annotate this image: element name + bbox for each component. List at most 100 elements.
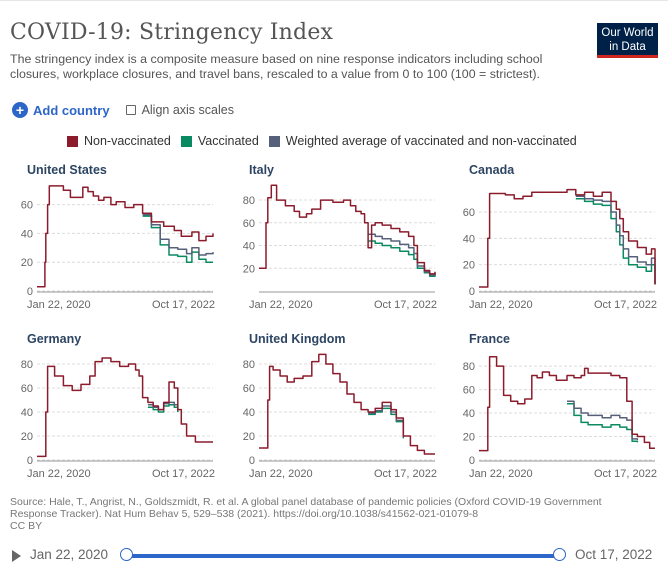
add-country-button[interactable]: + Add country [12, 102, 110, 118]
logo-line2: in Data [609, 41, 646, 53]
x-tick-label: Jan 22, 2020 [249, 299, 313, 311]
y-tick-label: 20 [463, 260, 475, 272]
y-tick-label: 40 [21, 228, 33, 240]
logo-line1: Our World [601, 27, 654, 39]
chart-title: COVID-19: Stringency Index [10, 20, 334, 45]
legend-label: Vaccinated [197, 134, 259, 148]
add-country-label: Add country [33, 102, 110, 118]
align-axis-label: Align axis scales [141, 103, 234, 117]
chart-subtitle: The stringency index is a composite meas… [10, 52, 543, 81]
x-tick-label: Jan 22, 2020 [27, 299, 91, 311]
chart-panel[interactable]: 0 20 40 60 Jan 22, 2020 Oct 17, 2022 [10, 163, 216, 311]
y-tick-label: 0 [469, 455, 475, 467]
legend-item-vaccinated[interactable]: Vaccinated [180, 134, 259, 148]
source-note: Source: Hale, T., Angrist, N., Goldszmid… [10, 496, 650, 532]
y-tick-label: 20 [463, 432, 475, 444]
series-line-non-vaccinated[interactable] [259, 184, 436, 275]
y-tick-label: 80 [243, 195, 255, 207]
legend-item-weighted-average[interactable]: Weighted average of vaccinated and non-v… [268, 134, 577, 148]
play-icon[interactable] [12, 550, 21, 562]
legend-label: Non-vaccinated [84, 134, 171, 148]
owid-logo[interactable]: Our World in Data [597, 23, 658, 58]
panel-title: Italy [249, 163, 275, 177]
y-tick-label: 0 [27, 286, 33, 298]
chart-panel[interactable]: 0 20 40 60 80 Jan 22, 2020 Oct 17, 2022 [232, 332, 438, 480]
legend-swatch [268, 135, 280, 147]
x-tick-label: Oct 17, 2022 [152, 299, 215, 311]
timeline: Jan 22, 2020 Oct 17, 2022 [0, 540, 668, 570]
y-tick-label: 60 [463, 207, 475, 219]
plus-icon: + [12, 102, 28, 118]
series-line-vaccinated[interactable] [368, 240, 436, 277]
y-tick-label: 20 [243, 431, 255, 443]
y-tick-label: 60 [463, 385, 475, 397]
y-tick-label: 40 [21, 407, 33, 419]
x-tick-label: Oct 17, 2022 [594, 468, 657, 480]
logo-bar [597, 55, 658, 58]
y-tick-label: 20 [21, 431, 33, 443]
panel-title: United States [27, 163, 107, 177]
x-tick-label: Oct 17, 2022 [374, 299, 437, 311]
y-tick-label: 60 [243, 218, 255, 230]
series-line-weighted-average[interactable] [575, 195, 656, 285]
timeline-end-label: Oct 17, 2022 [575, 547, 653, 562]
chart-controls: + Add country Align axis scales [12, 101, 234, 119]
series-line-vaccinated[interactable] [147, 404, 179, 413]
panel-title: United Kingdom [249, 332, 346, 346]
series-line-non-vaccinated[interactable] [479, 355, 655, 452]
x-tick-label: Oct 17, 2022 [594, 299, 657, 311]
y-tick-label: 80 [463, 361, 475, 373]
y-tick-label: 20 [243, 263, 255, 275]
series-line-vaccinated[interactable] [567, 402, 639, 443]
x-tick-label: Jan 22, 2020 [249, 468, 313, 480]
chart-panel[interactable]: 0 20 40 60 80 Jan 22, 2020 Oct 17, 2022 [452, 332, 658, 480]
license-text: CC BY [10, 520, 43, 532]
series-line-non-vaccinated[interactable] [37, 185, 214, 288]
x-tick-label: Jan 22, 2020 [469, 299, 533, 311]
y-tick-label: 60 [243, 383, 255, 395]
series-line-weighted-average[interactable] [368, 233, 436, 276]
y-tick-label: 0 [249, 455, 255, 467]
chart-panel[interactable]: 0 20 40 60 80 Jan 22, 2020 Oct 17, 2022 [10, 332, 216, 480]
align-axis-checkbox[interactable]: Align axis scales [125, 103, 234, 117]
legend-item-non-vaccinated[interactable]: Non-vaccinated [67, 134, 171, 148]
y-tick-label: 0 [27, 455, 33, 467]
x-tick-label: Oct 17, 2022 [374, 468, 437, 480]
y-tick-label: 80 [21, 359, 33, 371]
y-tick-label: 60 [21, 383, 33, 395]
y-tick-label: 40 [463, 408, 475, 420]
series-line-vaccinated[interactable] [575, 198, 656, 285]
x-tick-label: Jan 22, 2020 [469, 468, 533, 480]
y-tick-label: 60 [21, 200, 33, 212]
x-tick-label: Oct 17, 2022 [152, 468, 215, 480]
y-tick-label: 40 [243, 241, 255, 253]
legend-swatch [67, 135, 78, 147]
y-tick-label: 0 [469, 286, 475, 298]
y-tick-label: 80 [243, 359, 255, 371]
top-divider [0, 0, 668, 1]
series-line-non-vaccinated[interactable] [479, 188, 656, 288]
timeline-end-handle[interactable] [553, 548, 566, 561]
timeline-track[interactable] [126, 554, 559, 558]
legend: Non-vaccinated Vaccinated Weighted avera… [67, 134, 587, 148]
series-line-non-vaccinated[interactable] [259, 353, 435, 455]
series-line-non-vaccinated[interactable] [37, 357, 213, 458]
y-tick-label: 40 [463, 233, 475, 245]
panel-title: Germany [27, 332, 82, 346]
source-text: Source: Hale, T., Angrist, N., Goldszmid… [10, 496, 602, 520]
timeline-start-label: Jan 22, 2020 [30, 547, 109, 562]
chart-panel[interactable]: 20 40 60 80 Jan 22, 2020 Oct 17, 2022 [232, 163, 438, 311]
series-line-weighted-average[interactable] [142, 213, 214, 256]
y-tick-label: 40 [243, 407, 255, 419]
x-tick-label: Jan 22, 2020 [27, 468, 91, 480]
series-line-weighted-average[interactable] [567, 400, 639, 440]
legend-label: Weighted average of vaccinated and non-v… [285, 134, 577, 148]
chart-panel[interactable]: 0 20 40 60 Jan 22, 2020 Oct 17, 2022 [452, 163, 658, 311]
legend-swatch [180, 135, 192, 147]
panel-title: Canada [469, 163, 515, 177]
y-tick-label: 20 [21, 257, 33, 269]
timeline-start-handle[interactable] [120, 548, 133, 561]
series-line-vaccinated[interactable] [142, 215, 213, 263]
panel-title: France [469, 332, 510, 346]
checkbox-icon [125, 105, 136, 115]
